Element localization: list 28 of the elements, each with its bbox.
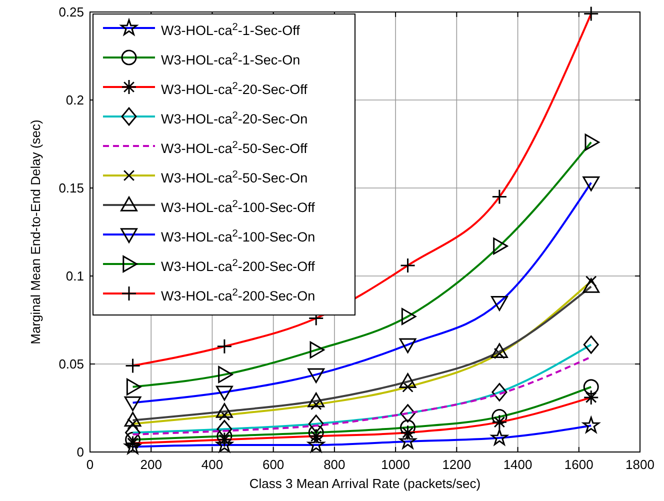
y-tick-label: 0.05 — [58, 356, 84, 372]
y-tick-label: 0 — [76, 444, 84, 460]
legend-label: W3-HOL-ca$^{2}$-1-Sec-Off — [161, 22, 300, 38]
y-tick-label: 0.15 — [58, 180, 84, 196]
y-tick-label: 0.1 — [66, 268, 84, 284]
legend-label: W3-HOL-ca$^{2}$-1-Sec-On — [161, 51, 300, 68]
x-tick-label: 200 — [140, 457, 162, 472]
legend-label: W3-HOL-ca$^{2}$-20-Sec-On — [161, 110, 308, 126]
x-tick-label: 0 — [86, 457, 94, 472]
x-axis-title: Class 3 Mean Arrival Rate (packets/sec) — [249, 476, 481, 491]
y-tick-label: 0.2 — [66, 92, 84, 108]
x-tick-label: 1200 — [442, 457, 472, 472]
x-tick-label: 600 — [262, 457, 284, 472]
legend-label: W3-HOL-ca$^{2}$-100-Sec-Off — [161, 198, 316, 215]
y-axis-title: Marginal Mean End-to-End Delay (sec) — [28, 120, 43, 344]
x-tick-label: 1600 — [564, 457, 594, 472]
x-tick-label: 1800 — [626, 457, 654, 472]
x-tick-label: 1000 — [381, 457, 410, 472]
legend-label: W3-HOL-ca$^{2}$-200-Sec-Off — [161, 258, 316, 274]
legend-label: W3-HOL-ca$^{2}$-200-Sec-On — [161, 287, 316, 304]
y-tick-label: 0.25 — [58, 4, 84, 20]
legend-label: W3-HOL-ca$^{2}$-50-Sec-On — [161, 169, 308, 186]
x-tick-label: 1400 — [503, 457, 532, 472]
legend-label: W3-HOL-ca$^{2}$-50-Sec-Off — [161, 140, 308, 156]
x-tick-label: 800 — [324, 457, 346, 472]
x-tick-label: 400 — [201, 457, 224, 472]
legend-label: W3-HOL-ca$^{2}$-100-Sec-On — [161, 228, 316, 244]
legend-label: W3-HOL-ca$^{2}$-20-Sec-Off — [161, 80, 308, 97]
